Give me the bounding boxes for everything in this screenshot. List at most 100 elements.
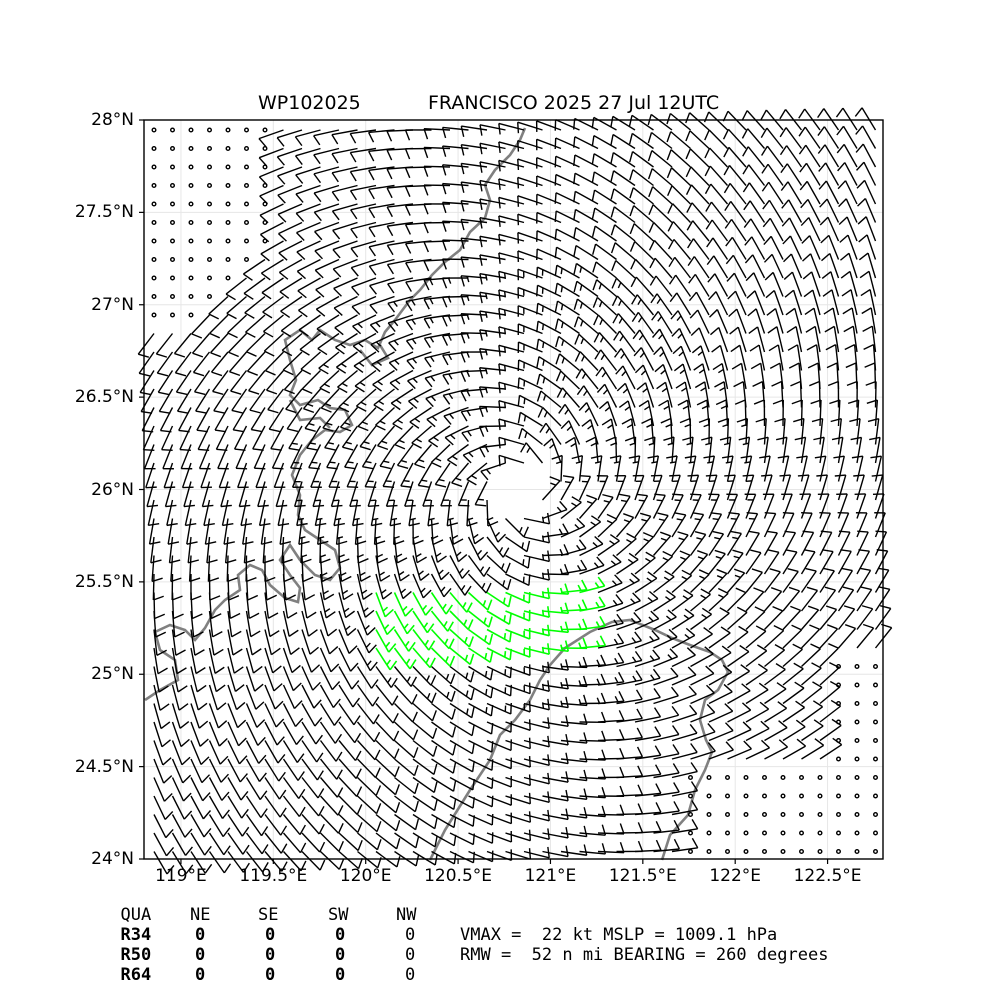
barb-feather [169, 559, 181, 564]
barb-feather [457, 553, 468, 563]
barb-feather [806, 586, 818, 592]
barb-feather [452, 744, 457, 756]
barb-feather [372, 696, 380, 707]
barb-feather [502, 547, 510, 558]
barb-feather [761, 145, 769, 156]
barb-half-feather [452, 534, 459, 539]
barb-feather [177, 685, 188, 693]
calm-marker [854, 775, 860, 781]
grid-lines [144, 119, 883, 860]
barb-staff [670, 149, 691, 168]
barb-staff [425, 388, 451, 400]
barb-feather [180, 738, 190, 748]
barb-feather [296, 232, 305, 241]
barb-staff [356, 629, 370, 654]
barb-feather [775, 436, 788, 441]
barb-feather [497, 533, 507, 543]
barb-staff [197, 425, 211, 450]
barb-half-feather [725, 461, 732, 464]
barb-feather [870, 455, 882, 459]
barb-staff [568, 420, 581, 445]
barb-staff [467, 573, 487, 594]
barb-staff [852, 326, 858, 353]
barb-feather [576, 385, 585, 396]
barb-feather [432, 539, 444, 546]
barb-half-feather [684, 633, 690, 639]
barb-feather [466, 521, 478, 527]
barb-feather [799, 162, 808, 173]
barb-feather [601, 730, 607, 742]
barb-half-feather [697, 350, 704, 356]
barb-feather [490, 669, 494, 681]
barb-feather [390, 522, 402, 527]
barb-feather [185, 523, 197, 527]
barb-staff [542, 850, 569, 858]
barb-half-feather [549, 443, 555, 449]
barb-staff [350, 203, 377, 211]
barb-staff [357, 813, 378, 833]
barb-feather [216, 702, 227, 711]
barb-staff [730, 218, 747, 242]
barb-feather [840, 252, 850, 261]
china-coast-island [358, 344, 390, 367]
barb-staff [708, 474, 718, 501]
barb-feather [703, 627, 713, 635]
calm-marker [780, 849, 786, 855]
barb-half-feather [503, 272, 507, 279]
barb-half-feather [748, 517, 755, 520]
barb-feather [244, 312, 255, 319]
barb-half-feather [614, 696, 619, 703]
barb-feather [814, 455, 826, 459]
barb-feather [140, 391, 152, 396]
barb-feather [691, 819, 699, 830]
barb-feather [298, 329, 309, 337]
barb-feather [296, 753, 305, 763]
barb-half-feather [358, 342, 364, 348]
barb-feather [426, 418, 436, 428]
barb-half-feather [376, 361, 382, 366]
barb-feather [742, 182, 751, 193]
barb-staff [206, 536, 211, 563]
barb-feather [528, 792, 531, 804]
barb-feather [583, 825, 588, 837]
barb-feather [647, 571, 658, 579]
barb-feather [204, 863, 213, 874]
barb-feather [368, 208, 376, 219]
barb-half-feather [361, 589, 368, 595]
barb-feather [368, 644, 377, 654]
barb-staff [698, 327, 710, 353]
barb-half-feather [364, 624, 370, 631]
barb-feather [629, 205, 635, 217]
barb-staff [245, 610, 252, 637]
barb-half-feather [343, 607, 350, 613]
barb-feather [723, 165, 731, 176]
barb-half-feather [594, 582, 600, 588]
barb-staff [538, 356, 562, 372]
barb-feather [364, 609, 375, 618]
barb-feather [613, 348, 622, 358]
barb-staff [161, 425, 174, 450]
barb-staff [813, 308, 821, 334]
barb-staff [560, 665, 588, 669]
calm-marker [225, 164, 231, 170]
barb-staff [341, 425, 359, 448]
barb-staff [263, 332, 284, 352]
barb-feather [841, 567, 853, 572]
barb-feather [863, 343, 874, 350]
barb-feather [793, 417, 805, 423]
barb-feather [238, 737, 247, 747]
barb-staff [356, 703, 375, 725]
barb-feather [752, 380, 763, 387]
barb-feather [517, 140, 520, 152]
barb-feather [688, 291, 698, 302]
barb-staff [517, 139, 543, 150]
barb-feather [839, 234, 849, 243]
barb-staff [812, 289, 821, 316]
barb-staff [710, 201, 729, 223]
barb-staff [634, 638, 660, 649]
calm-marker [743, 812, 749, 818]
barb-feather [600, 692, 607, 704]
barb-staff [368, 184, 395, 191]
barb-half-feather [631, 656, 637, 663]
barb-staff [787, 181, 803, 205]
